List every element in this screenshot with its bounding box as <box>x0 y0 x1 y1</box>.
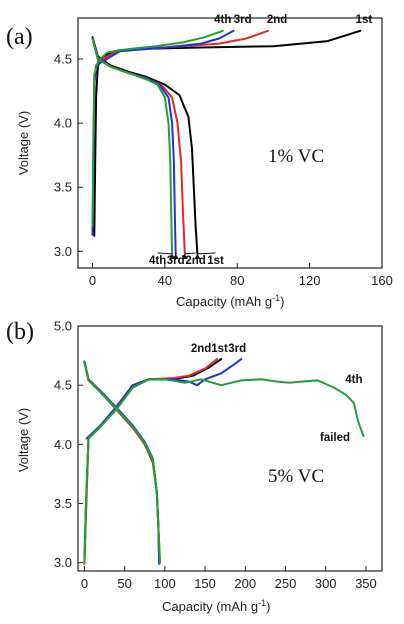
panel-b-label: (b) <box>6 319 34 345</box>
panel-b-x-tick-label: 100 <box>154 576 176 591</box>
panel-a-ticks: 0 40 80 120 160 3.0 3.5 4.0 4.5 <box>54 52 393 288</box>
panel-b-x-axis-title-sup: -1 <box>258 598 266 608</box>
panel-a-series-3rd-discharge-line <box>91 37 177 255</box>
panel-b-x-tick-label: 200 <box>234 576 256 591</box>
panel-a-arrowhead-2nd <box>181 253 188 259</box>
panel-a-label: (a) <box>6 24 33 50</box>
chart-panel-b: (b) 5% VC failed Voltage (V) Capacity (m… <box>6 319 383 614</box>
panel-a-bottom-label-2nd: 2nd <box>185 255 205 267</box>
panel-a-x-axis-title: Capacity (mAh g-1) <box>176 293 284 309</box>
panel-b-series-2nd-discharge-line <box>83 361 161 564</box>
panel-b-plot-frame <box>77 325 383 572</box>
panel-b-series-1st-discharge-line <box>83 360 161 564</box>
panel-a-x-tick-label: 120 <box>299 273 321 288</box>
panel-b-y-axis-title: Voltage (V) <box>16 408 31 472</box>
panel-a-series-1st-charge-line <box>93 29 362 237</box>
panel-a-annotation: 1% VC <box>268 146 324 167</box>
panel-b-y-tick-label: 5.0 <box>54 319 72 334</box>
panel-a-label-1st: 1st <box>356 14 373 26</box>
panel-a-x-tick-label: 0 <box>89 273 96 288</box>
panel-a-series-4th-discharge-line <box>91 37 174 255</box>
panel-b-x-axis-title-close: ) <box>266 599 270 614</box>
panel-b-y-tick-label: 3.0 <box>54 555 72 570</box>
panel-a-series-2nd-charge-line <box>91 29 269 234</box>
panel-a-x-tick-label: 160 <box>371 273 393 288</box>
panel-b-y-tick-label: 4.0 <box>54 437 72 452</box>
panel-a-y-tick-label: 3.0 <box>54 244 72 259</box>
panel-b-cycle-labels: 2nd 1st 3rd 4th <box>191 343 363 386</box>
panel-b-x-axis-title: Capacity (mAh g-1) <box>162 598 270 614</box>
panel-b-ticks: 0 50 100 150 200 250 300 350 3.0 3.5 4.0 4.5 5.0 <box>54 319 377 592</box>
panel-a-y-tick-label: 4.0 <box>54 116 72 131</box>
panel-a-x-axis-title-sup: -1 <box>272 293 280 303</box>
panel-b-x-tick-label: 300 <box>315 576 337 591</box>
panel-b-x-tick-label: 150 <box>194 576 216 591</box>
panel-a-x-axis-title-close: ) <box>280 294 284 309</box>
panel-a-label-4th: 4th <box>214 14 231 26</box>
panel-b-label-1st: 1st <box>211 343 228 355</box>
panel-a-bottom-label-3rd: 3rd <box>167 255 185 267</box>
panel-a-series-3rd-charge-line <box>91 29 235 236</box>
panel-b-failed-label: failed <box>320 432 350 444</box>
panel-b-label-4th: 4th <box>345 374 362 386</box>
panel-a-bottom-label-4th: 4th <box>149 255 166 267</box>
chart-panel-a: (a) 1% VC Voltage (V) Capacity (mAh g-1)… <box>6 14 393 309</box>
panel-a-y-tick-label: 4.5 <box>54 52 72 67</box>
panel-b-x-tick-label: 50 <box>117 576 131 591</box>
panel-a-y-axis-title: Voltage (V) <box>16 111 31 175</box>
panel-b-label-3rd: 3rd <box>228 343 246 355</box>
panel-a-plot-frame <box>77 17 383 269</box>
panel-a-label-2nd: 2nd <box>267 14 287 26</box>
panel-b-y-tick-label: 4.5 <box>54 378 72 393</box>
panel-b-series-2nd-charge-line <box>83 358 219 565</box>
panel-b-series-3rd-discharge-line <box>83 360 161 565</box>
panel-a-x-axis-title-main: Capacity (mAh g <box>176 294 272 309</box>
panel-a-series-4th-charge-line <box>91 29 224 227</box>
panel-a-arrowhead-3rd <box>172 253 179 259</box>
panel-b-label-2nd: 2nd <box>191 343 211 355</box>
panel-b-series <box>83 358 365 565</box>
panel-b-series-4th-charge-line <box>83 378 365 564</box>
panel-b-x-axis-title-main: Capacity (mAh g <box>162 599 258 614</box>
panel-a-arrow-1st <box>197 252 216 255</box>
panel-b-x-tick-label: 0 <box>81 576 88 591</box>
panel-b-x-tick-label: 350 <box>355 576 377 591</box>
panel-b-series-4th-discharge-line <box>83 361 161 564</box>
panel-a-arrow-2nd <box>184 252 196 255</box>
panel-b-y-tick-label: 3.5 <box>54 496 72 511</box>
panel-a-series <box>91 29 362 255</box>
panel-a-x-tick-label: 40 <box>158 273 172 288</box>
panel-a-arrowhead-1st <box>194 253 201 259</box>
panel-a-series-1st-discharge-line <box>91 36 199 255</box>
panel-b-annotation: 5% VC <box>268 466 324 487</box>
panel-b-x-tick-label: 250 <box>275 576 297 591</box>
panel-a-arrow-4th <box>157 252 173 255</box>
panel-a-label-3rd: 3rd <box>234 14 252 26</box>
panel-a-y-tick-label: 3.5 <box>54 180 72 195</box>
panel-a-x-tick-label: 80 <box>230 273 244 288</box>
panel-b-series-3rd-charge-line <box>85 358 243 440</box>
panel-a-bottom-label-1st: 1st <box>207 255 224 267</box>
